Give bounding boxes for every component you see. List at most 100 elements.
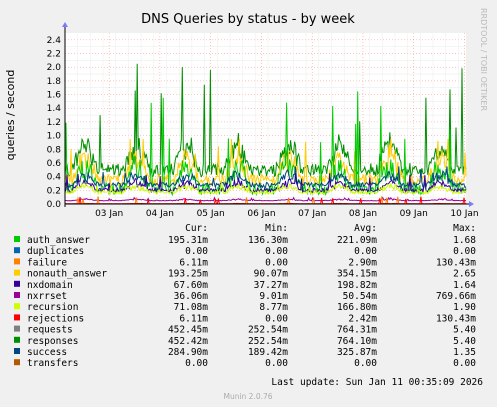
legend-value: 130.43m <box>436 313 476 324</box>
y-ticks: 0.0 0.2 0.4 0.6 0.8 1.0 1.2 1.4 1.6 1.8 2.0 2.2 2.4 <box>47 36 62 210</box>
legend-value: 36.06m <box>174 291 209 302</box>
x-tick-label: 09 Jan <box>400 209 428 219</box>
legend-swatch <box>14 325 20 332</box>
y-tick-label: 2.0 <box>47 63 62 73</box>
y-axis-arrow <box>62 22 68 27</box>
legend-value: 130.43m <box>436 257 476 268</box>
legend-swatch <box>14 280 20 287</box>
legend-value: 0.00 <box>265 257 288 268</box>
legend-swatch <box>14 303 20 310</box>
x-tick-label: 05 Jan <box>197 209 225 219</box>
x-tick-label: 10 Jan <box>450 209 478 219</box>
legend-value: 5.40 <box>453 336 476 347</box>
legend-series-name: requests <box>27 325 73 336</box>
legend-value: 354.15m <box>337 269 377 280</box>
legend-header: Avg: <box>354 223 377 234</box>
legend-series-name: failure <box>27 257 67 268</box>
legend-value: 252.54m <box>248 325 288 336</box>
series-line-success <box>64 166 467 190</box>
legend-swatch <box>14 236 20 242</box>
legend-value: 2.65 <box>453 269 476 280</box>
legend-value: 71.08m <box>174 302 209 313</box>
legend-series-name: recursion <box>27 302 78 313</box>
legend-series-name: responses <box>27 336 78 347</box>
chart-title: DNS Queries by status - by week <box>141 12 355 27</box>
legend-value: 252.54m <box>248 336 288 347</box>
legend-value: 2.42m <box>348 313 377 324</box>
y-tick-label: 0.6 <box>47 159 62 169</box>
legend-value: 764.10m <box>337 336 377 347</box>
series-line-responses <box>64 63 467 178</box>
legend-value: 0.00 <box>185 358 208 369</box>
legend-value: 769.66m <box>436 291 476 302</box>
y-axis-label: queries / second <box>4 70 17 161</box>
legend-value: 37.27m <box>254 280 289 291</box>
axes <box>62 22 474 207</box>
legend-value: 166.80m <box>337 302 377 313</box>
y-tick-label: 1.4 <box>47 104 62 114</box>
legend-value: 1.35 <box>453 347 476 358</box>
legend-value: 452.45m <box>168 325 208 336</box>
y-tick-label: 2.4 <box>47 36 62 46</box>
legend-series-name: nxrrset <box>27 291 67 302</box>
legend-header: Cur: <box>185 223 208 234</box>
legend-value: 9.01m <box>259 291 288 302</box>
legend-series-name: auth_answer <box>27 235 90 246</box>
legend-value: 0.00 <box>453 358 476 369</box>
legend-swatch <box>14 348 20 354</box>
legend-swatch <box>14 247 20 254</box>
y-tick-label: 0.8 <box>47 145 62 155</box>
legend-value: 0.00 <box>265 358 288 369</box>
legend-value: 325.87m <box>337 347 377 358</box>
legend-value: 0.00 <box>354 358 377 369</box>
legend-value: 0.00 <box>265 246 288 257</box>
legend-series-name: nxdomain <box>27 280 73 291</box>
legend-value: 452.42m <box>168 336 208 347</box>
y-tick-label: 2.2 <box>47 50 61 60</box>
legend-value: 67.60m <box>174 280 209 291</box>
x-axis-arrow <box>469 201 474 207</box>
legend-value: 6.11m <box>179 313 208 324</box>
legend-value: 2.90m <box>348 257 377 268</box>
legend-series-name: nonauth_answer <box>27 269 107 280</box>
y-tick-label: 1.8 <box>47 77 62 87</box>
legend-header: Min: <box>265 223 288 234</box>
legend-value: 1.90 <box>453 302 476 313</box>
legend: Cur: Min: Avg: Max: auth_answer 195.31m 136.30… <box>14 223 476 369</box>
y-tick-label: 1.2 <box>47 118 61 128</box>
legend-swatch <box>14 359 20 366</box>
legend-value: 1.68 <box>453 235 476 246</box>
legend-value: 136.30m <box>248 235 288 246</box>
legend-value: 0.00 <box>185 246 208 257</box>
legend-value: 764.31m <box>337 325 377 336</box>
legend-value: 1.64 <box>453 280 476 291</box>
legend-series-name: transfers <box>27 358 78 369</box>
series-line-nxrrset <box>64 196 467 202</box>
legend-swatch <box>14 258 20 265</box>
legend-swatch <box>14 336 20 343</box>
y-tick-label: 1.6 <box>47 91 62 101</box>
munin-version: Munin 2.0.76 <box>223 392 272 401</box>
legend-value: 0.00 <box>354 246 377 257</box>
x-tick-label: 04 Jan <box>146 209 174 219</box>
series-line-nxdomain <box>64 173 467 195</box>
x-tick-label: 07 Jan <box>298 209 326 219</box>
legend-swatch <box>14 269 20 276</box>
legend-value: 221.09m <box>337 235 377 246</box>
legend-value: 5.40 <box>453 325 476 336</box>
legend-value: 0.00 <box>453 246 476 257</box>
legend-value: 284.90m <box>168 347 208 358</box>
legend-series-name: rejections <box>27 313 84 324</box>
x-tick-label: 06 Jan <box>247 209 275 219</box>
x-tick-label: 03 Jan <box>95 209 123 219</box>
legend-header: Max: <box>453 223 476 234</box>
x-ticks: 03 Jan 04 Jan 05 Jan 06 Jan 07 Jan 08 Jan 09 J… <box>95 209 479 219</box>
series-line-recursion <box>64 181 467 196</box>
legend-value: 189.42m <box>248 347 288 358</box>
legend-value: 90.07m <box>254 269 289 280</box>
legend-series-name: duplicates <box>27 246 84 257</box>
y-tick-label: 0.2 <box>47 186 61 196</box>
last-update: Last update: Sun Jan 11 00:35:09 2026 <box>271 377 483 388</box>
legend-value: 0.00 <box>265 313 288 324</box>
legend-value: 6.11m <box>179 257 208 268</box>
